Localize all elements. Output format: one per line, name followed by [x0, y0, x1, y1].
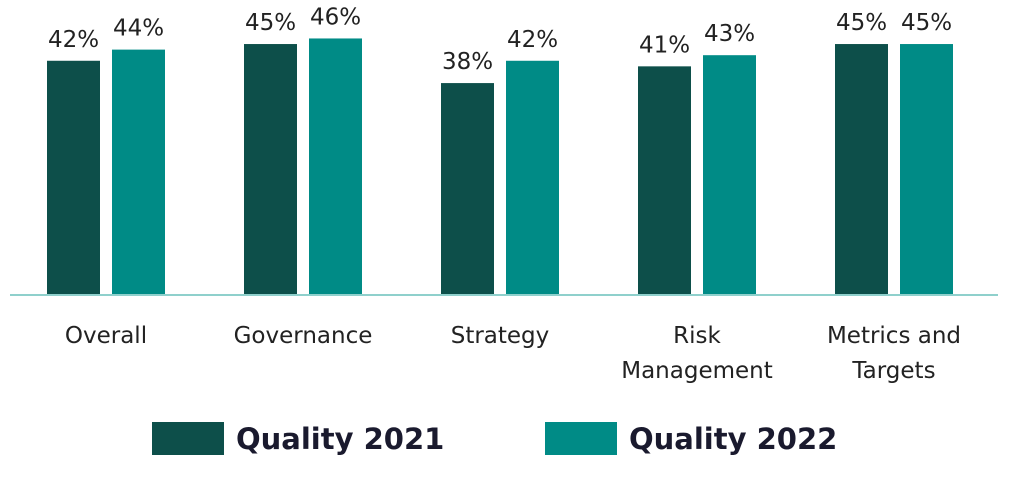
legend-label-2: Quality 2022 [629, 422, 837, 456]
category-label-4: Risk Management [621, 323, 773, 384]
legend-swatch-1 [152, 422, 224, 455]
legend-label-1: Quality 2021 [236, 422, 444, 456]
value-label-2-cat-5: 45% [901, 10, 952, 36]
value-label-2-cat-2: 46% [310, 4, 361, 30]
bar-1-cat-4 [638, 66, 691, 295]
bar-1-cat-5 [835, 44, 888, 296]
bars-layer [47, 38, 953, 296]
category-label-1: Overall [65, 323, 147, 349]
bar-2-cat-3 [506, 60, 559, 296]
value-label-1-cat-4: 41% [639, 32, 690, 58]
bar-2-cat-1 [112, 49, 165, 295]
category-label-2: Governance [234, 323, 373, 349]
bar-2-cat-5 [900, 44, 953, 296]
value-label-2-cat-4: 43% [704, 21, 755, 47]
category-label-3: Strategy [451, 323, 550, 349]
category-label-5: Metrics and Targets [827, 323, 961, 384]
value-label-2-cat-1: 44% [113, 16, 164, 42]
bar-2-cat-4 [703, 55, 756, 295]
category-labels-layer: Overall Governance Strategy Risk Management M… [65, 323, 961, 384]
value-label-1-cat-5: 45% [836, 10, 887, 36]
bar-1-cat-3 [441, 83, 494, 295]
legend: Quality 2021 Quality 2022 [152, 422, 837, 456]
bar-2-cat-2 [309, 38, 362, 295]
value-label-2-cat-3: 42% [507, 27, 558, 53]
bar-1-cat-1 [47, 60, 100, 296]
value-label-1-cat-2: 45% [245, 10, 296, 36]
bar-1-cat-2 [244, 44, 297, 296]
value-labels-layer: 42% 44% 45% 46% 38% 42% 41% 43% 45% 45% [48, 4, 952, 75]
legend-swatch-2 [545, 422, 617, 455]
value-label-1-cat-3: 38% [442, 49, 493, 75]
value-label-1-cat-1: 42% [48, 27, 99, 53]
